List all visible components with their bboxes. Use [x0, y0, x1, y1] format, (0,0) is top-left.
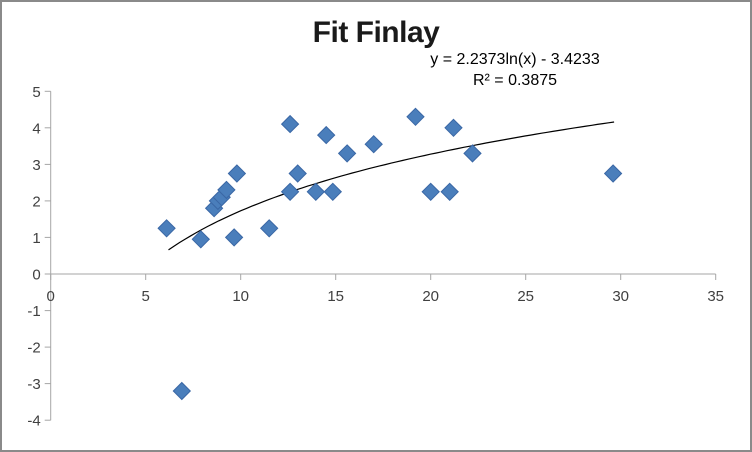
data-point	[280, 182, 300, 202]
data-point	[157, 219, 176, 238]
data-point	[440, 182, 459, 202]
data-point	[306, 182, 326, 202]
x-tick-label: 35	[707, 288, 724, 305]
data-point	[191, 230, 211, 249]
y-tick-label: 3	[32, 157, 40, 174]
data-point	[217, 180, 236, 200]
data-point	[172, 381, 192, 401]
trendline-curve	[168, 121, 615, 251]
y-tick-label: -3	[27, 376, 40, 393]
data-point	[421, 182, 440, 202]
data-point	[337, 144, 357, 163]
data-point	[280, 114, 300, 134]
x-tick-label: 5	[142, 288, 150, 305]
data-point	[603, 164, 623, 183]
data-point	[227, 164, 247, 183]
x-tick-label: 20	[422, 288, 439, 305]
y-tick-label: 0	[32, 267, 40, 284]
trendline-r-squared: R² = 0.3875	[472, 72, 558, 89]
x-tick-label: 10	[232, 288, 249, 305]
trendline-label: y = 2.2373ln(x) - 3.4233 R² = 0.3875	[394, 49, 636, 91]
data-point	[463, 144, 482, 163]
x-tick-label: 25	[517, 288, 534, 305]
x-tick-label: 0	[47, 288, 55, 305]
y-tick-label: -1	[27, 303, 40, 320]
data-point	[224, 228, 244, 247]
y-tick-label: 2	[32, 193, 40, 210]
y-tick-label: 1	[32, 230, 40, 247]
y-tick-label: -4	[27, 413, 40, 430]
data-point	[444, 118, 463, 138]
chart-title: Fit Finlay	[312, 16, 440, 49]
data-point	[323, 182, 343, 202]
y-tick-label: -2	[27, 340, 40, 357]
data-point	[259, 219, 279, 238]
y-tick-label: 5	[32, 84, 40, 101]
data-point	[406, 107, 425, 127]
y-tick-label: 4	[32, 120, 40, 137]
data-point	[364, 134, 383, 154]
trendline-equation: y = 2.2373ln(x) - 3.4233	[430, 51, 600, 68]
data-point	[316, 125, 336, 145]
x-tick-label: 30	[612, 288, 629, 305]
data-point	[288, 164, 307, 183]
x-tick-label: 15	[327, 288, 344, 305]
